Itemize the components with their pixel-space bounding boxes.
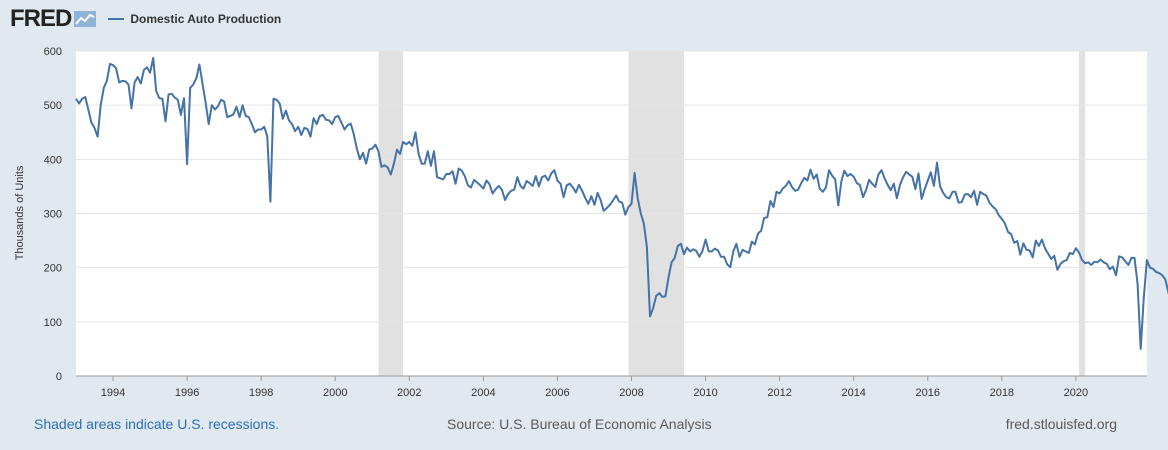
legend: Domestic Auto Production bbox=[108, 12, 281, 26]
recession-note-link[interactable]: Shaded areas indicate U.S. recessions. bbox=[34, 416, 280, 432]
y-axis-ticks: 0 100 200 300 400 500 600 bbox=[44, 46, 62, 383]
x-tick-label-2016: 2016 bbox=[916, 387, 940, 399]
fred-logo-text: FRED bbox=[10, 5, 72, 32]
y-tick-label-600: 600 bbox=[44, 46, 62, 58]
legend-line-swatch bbox=[108, 18, 125, 20]
y-tick-label-100: 100 bbox=[44, 317, 62, 329]
y-tick-label-400: 400 bbox=[44, 154, 62, 166]
x-tick-label-2018: 2018 bbox=[990, 387, 1014, 399]
x-tick-label-2010: 2010 bbox=[693, 387, 717, 399]
x-tick-label-2014: 2014 bbox=[841, 387, 865, 399]
fred-site-link[interactable]: fred.stlouisfed.org bbox=[1005, 416, 1117, 432]
fred-logo[interactable]: FRED bbox=[10, 5, 97, 32]
line-chart: 0 100 200 300 400 500 600 1994 1996 1998 2000 2002… bbox=[14, 46, 1168, 399]
x-axis-ticks: 1994 1996 1998 2000 2002 2004 2006 2008 2010 2012… bbox=[101, 376, 1088, 399]
y-tick-label-300: 300 bbox=[44, 209, 62, 221]
x-tick-label-2020: 2020 bbox=[1064, 387, 1088, 399]
gridlines bbox=[76, 50, 1147, 323]
y-tick-label-0: 0 bbox=[56, 371, 62, 383]
fred-chart-icon bbox=[74, 11, 97, 27]
x-tick-label-2006: 2006 bbox=[545, 387, 569, 399]
x-tick-label-2004: 2004 bbox=[471, 387, 495, 399]
legend-series-label[interactable]: Domestic Auto Production bbox=[130, 12, 282, 26]
y-tick-label-200: 200 bbox=[44, 263, 62, 275]
x-tick-label-2000: 2000 bbox=[323, 387, 347, 399]
x-tick-label-2012: 2012 bbox=[767, 387, 791, 399]
source-note: Source: U.S. Bureau of Economic Analysis bbox=[447, 416, 712, 432]
series-line-domestic-auto-production[interactable] bbox=[75, 57, 1168, 350]
x-tick-label-2008: 2008 bbox=[619, 387, 643, 399]
chart-header: FRED Domestic Auto Production bbox=[10, 6, 281, 32]
y-tick-label-500: 500 bbox=[44, 100, 62, 112]
x-tick-label-2002: 2002 bbox=[397, 387, 421, 399]
x-tick-label-1998: 1998 bbox=[249, 387, 273, 399]
y-axis-label: Thousands of Units bbox=[14, 165, 26, 260]
x-tick-label-1994: 1994 bbox=[101, 387, 125, 399]
x-tick-label-1996: 1996 bbox=[175, 387, 199, 399]
